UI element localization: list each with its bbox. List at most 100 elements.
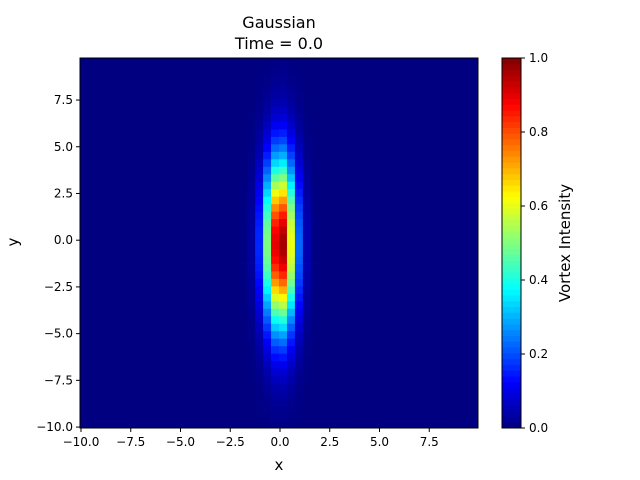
heatmap-cell: [167, 256, 176, 264]
heatmap-cell: [286, 196, 296, 205]
heatmap-cell: [358, 323, 367, 332]
heatmap-cell: [302, 413, 312, 421]
heatmap-cell: [430, 136, 439, 145]
heatmap-cell: [111, 233, 121, 242]
heatmap-cell: [470, 84, 479, 93]
heatmap-cell: [111, 114, 121, 122]
heatmap-cell: [302, 188, 312, 197]
heatmap-cell: [271, 241, 280, 249]
heatmap-cell: [199, 211, 208, 220]
heatmap-cell: [247, 218, 256, 227]
colorbar-segment: [502, 352, 521, 360]
heatmap-cell: [255, 203, 264, 212]
heatmap-cell: [183, 323, 192, 332]
heatmap-cell: [103, 114, 113, 122]
heatmap-cell: [127, 338, 137, 347]
heatmap-cell: [95, 233, 105, 242]
heatmap-cell: [167, 338, 176, 347]
heatmap-cell: [398, 106, 407, 115]
heatmap-cell: [247, 300, 256, 309]
heatmap-cell: [87, 323, 97, 332]
heatmap-cell: [350, 91, 359, 100]
heatmap-cell: [382, 375, 391, 384]
heatmap-cell: [342, 166, 352, 175]
heatmap-cell: [430, 173, 439, 182]
heatmap-cell: [103, 61, 113, 70]
heatmap-cell: [398, 278, 407, 287]
heatmap-cell: [87, 196, 97, 205]
heatmap-cell: [271, 383, 280, 392]
heatmap-cell: [302, 166, 312, 175]
heatmap-cell: [430, 233, 439, 242]
heatmap-cell: [135, 129, 145, 137]
heatmap-cell: [87, 398, 97, 406]
heatmap-cell: [310, 211, 320, 220]
heatmap-cell: [223, 315, 232, 324]
heatmap-cell: [159, 293, 168, 302]
heatmap-cell: [119, 248, 129, 257]
heatmap-cell: [207, 143, 216, 152]
heatmap-cell: [366, 196, 375, 205]
heatmap-cell: [239, 353, 248, 362]
heatmap-cell: [103, 405, 113, 414]
heatmap-cell: [462, 330, 471, 339]
heatmap-cell: [191, 233, 200, 242]
heatmap-cell: [143, 256, 153, 264]
heatmap-cell: [215, 315, 224, 324]
heatmap-cell: [318, 360, 328, 369]
heatmap-cell: [454, 300, 463, 309]
heatmap-cell: [446, 413, 455, 421]
heatmap-cell: [231, 121, 240, 130]
heatmap-cell: [326, 233, 336, 242]
heatmap-cell: [159, 383, 168, 392]
heatmap-cell: [175, 143, 184, 152]
heatmap-cell: [390, 136, 399, 145]
heatmap-cell: [151, 188, 160, 197]
heatmap-cell: [302, 345, 312, 354]
heatmap-cell: [334, 58, 344, 63]
heatmap-cell: [310, 300, 320, 309]
heatmap-cell: [358, 256, 367, 264]
heatmap-cell: [390, 181, 399, 190]
heatmap-cell: [151, 218, 160, 227]
heatmap-cell: [175, 136, 184, 145]
heatmap-cell: [470, 323, 479, 332]
heatmap-cell: [95, 293, 105, 302]
heatmap-cell: [231, 330, 240, 339]
heatmap-cell: [151, 203, 160, 212]
heatmap-cell: [350, 61, 359, 70]
heatmap-cell: [239, 129, 248, 137]
heatmap-cell: [199, 375, 208, 384]
heatmap-cell: [279, 166, 288, 175]
heatmap-cell: [374, 218, 383, 227]
heatmap-cell: [414, 308, 423, 317]
heatmap-cell: [159, 218, 168, 227]
heatmap-cell: [191, 368, 200, 377]
heatmap-cell: [462, 211, 471, 220]
heatmap-cell: [438, 271, 447, 279]
heatmap-cell: [87, 248, 97, 257]
heatmap-cell: [207, 84, 216, 93]
heatmap-cell: [80, 375, 89, 384]
heatmap-cell: [119, 99, 129, 107]
heatmap-cell: [95, 256, 105, 264]
colorbar-tick-label: 0.6: [529, 199, 548, 213]
heatmap-cell: [302, 106, 312, 115]
heatmap-cell: [286, 338, 296, 347]
heatmap-cell: [302, 390, 312, 399]
heatmap-cell: [390, 233, 399, 242]
heatmap-cell: [398, 308, 407, 317]
heatmap-cell: [286, 226, 296, 235]
heatmap-cell: [422, 405, 431, 414]
heatmap-cell: [422, 106, 431, 115]
heatmap-cell: [334, 211, 344, 220]
heatmap-cell: [446, 76, 455, 85]
heatmap-cell: [438, 390, 447, 399]
heatmap-cell: [398, 263, 407, 272]
heatmap-cell: [247, 420, 256, 429]
heatmap-cell: [143, 398, 153, 406]
heatmap-cell: [358, 233, 367, 242]
heatmap-cell: [414, 58, 423, 63]
heatmap-cell: [223, 76, 232, 85]
heatmap-cell: [191, 375, 200, 384]
